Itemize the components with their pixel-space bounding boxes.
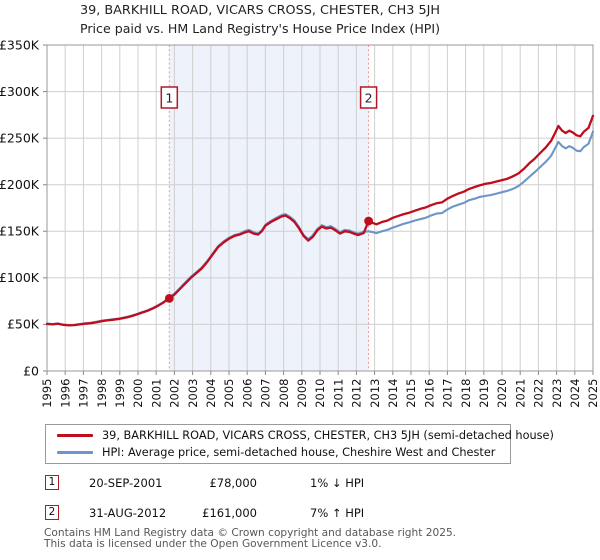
page-title: 39, BARKHILL ROAD, VICARS CROSS, CHESTER… (79, 3, 441, 18)
svg-text:£300K: £300K (0, 84, 40, 99)
svg-text:2019: 2019 (477, 379, 491, 408)
legend-item-hpi: HPI: Average price, semi-detached house,… (46, 444, 510, 461)
sale-number-badge: 1 (45, 475, 59, 490)
svg-text:1: 1 (165, 91, 173, 106)
svg-text:2009: 2009 (295, 379, 309, 408)
svg-text:£100K: £100K (0, 270, 40, 285)
footer-line1: Contains HM Land Registry data © Crown c… (44, 527, 457, 539)
legend-swatch (57, 434, 93, 437)
sale-number-badge: 2 (45, 505, 59, 520)
svg-text:2008: 2008 (277, 379, 291, 408)
sale-row: 2 31-AUG-2012 £161,000 7% ↑ HPI (45, 505, 565, 522)
svg-text:2005: 2005 (222, 379, 236, 408)
footer-line2: This data is licensed under the Open Gov… (44, 538, 382, 551)
legend-box: 39, BARKHILL ROAD, VICARS CROSS, CHESTER… (45, 424, 554, 464)
svg-text:1999: 1999 (113, 379, 127, 408)
legend-label: 39, BARKHILL ROAD, VICARS CROSS, CHESTER… (102, 429, 554, 442)
svg-text:2025: 2025 (586, 379, 600, 408)
svg-text:1998: 1998 (95, 379, 109, 408)
sale-hpi-delta: 1% ↓ HPI (310, 476, 365, 490)
legend-item-price-paid: 39, BARKHILL ROAD, VICARS CROSS, CHESTER… (46, 427, 554, 444)
sale-row: 1 20-SEP-2001 £78,000 1% ↓ HPI (45, 475, 565, 492)
svg-text:£50K: £50K (7, 317, 40, 332)
svg-text:2022: 2022 (532, 379, 546, 408)
svg-text:2013: 2013 (368, 379, 382, 408)
svg-text:2020: 2020 (495, 379, 509, 408)
license-footer: Contains HM Land Registry data © Crown c… (44, 527, 457, 551)
svg-text:£350K: £350K (0, 37, 40, 52)
svg-text:2003: 2003 (186, 379, 200, 408)
svg-text:2015: 2015 (404, 379, 418, 408)
svg-text:£150K: £150K (0, 224, 40, 239)
svg-text:2001: 2001 (149, 379, 163, 408)
sale-date: 31-AUG-2012 (89, 506, 167, 520)
svg-text:2021: 2021 (513, 379, 527, 408)
page-subtitle: Price paid vs. HM Land Registry's House … (79, 21, 441, 36)
svg-text:1995: 1995 (40, 379, 54, 408)
svg-text:2010: 2010 (313, 379, 327, 408)
svg-text:2018: 2018 (459, 379, 473, 408)
svg-text:1996: 1996 (58, 379, 72, 408)
svg-text:2014: 2014 (386, 379, 400, 408)
legend-label: HPI: Average price, semi-detached house,… (102, 446, 496, 459)
svg-text:2023: 2023 (550, 379, 564, 408)
svg-text:2000: 2000 (131, 379, 145, 408)
svg-text:2002: 2002 (168, 379, 182, 408)
sale-date: 20-SEP-2001 (89, 476, 163, 490)
svg-text:£200K: £200K (0, 177, 40, 192)
svg-text:£250K: £250K (0, 130, 40, 145)
svg-text:2006: 2006 (240, 379, 254, 408)
svg-text:2004: 2004 (204, 379, 218, 408)
svg-text:£0: £0 (23, 363, 39, 378)
svg-text:2016: 2016 (422, 379, 436, 408)
svg-text:2024: 2024 (568, 379, 582, 408)
svg-text:1997: 1997 (77, 379, 91, 408)
svg-text:2012: 2012 (350, 379, 364, 408)
svg-text:2: 2 (365, 91, 373, 106)
legend-swatch (57, 451, 93, 454)
price-chart: 1995 1996 1997 1998 1999 2000 2001 2002 2003 2004… (0, 37, 600, 408)
title-block: 39, BARKHILL ROAD, VICARS CROSS, CHESTER… (0, 3, 520, 36)
sale-price: £78,000 (209, 476, 257, 490)
sale-price: £161,000 (202, 506, 257, 520)
svg-text:2007: 2007 (259, 379, 273, 408)
svg-text:2017: 2017 (441, 379, 455, 408)
sale-hpi-delta: 7% ↑ HPI (310, 506, 365, 520)
svg-text:2011: 2011 (331, 379, 345, 408)
